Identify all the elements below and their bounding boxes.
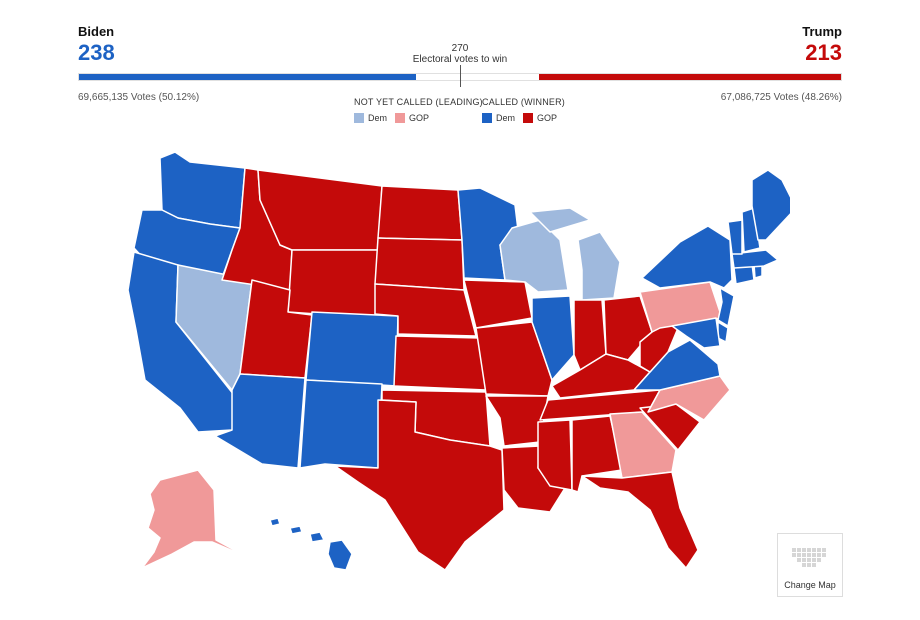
state-WI[interactable] <box>499 219 569 293</box>
legend-called: CALLED (WINNER) Dem GOP <box>482 97 565 123</box>
state-MO[interactable] <box>475 321 553 397</box>
dem-bar-fill <box>79 74 417 80</box>
trump-name: Trump <box>802 24 842 39</box>
trump-electoral-votes: 213 <box>805 40 842 65</box>
state-HI[interactable] <box>269 517 353 571</box>
state-KY[interactable] <box>551 353 651 399</box>
change-map-button[interactable]: Change Map <box>777 533 843 597</box>
map-grid-icon <box>792 548 826 567</box>
state-SD[interactable] <box>374 237 465 291</box>
dem-called-swatch <box>482 113 492 123</box>
state-AZ[interactable] <box>214 373 306 469</box>
state-NY[interactable] <box>641 225 733 289</box>
trump-summary: Trump 213 <box>802 24 842 66</box>
state-IL[interactable] <box>531 295 575 381</box>
state-KS[interactable] <box>393 335 487 391</box>
state-AK[interactable] <box>141 469 257 569</box>
state-FL[interactable] <box>581 471 699 569</box>
state-ND[interactable] <box>377 185 463 241</box>
state-AR[interactable] <box>485 395 549 447</box>
gop-bar-fill <box>539 74 841 80</box>
trump-popular-votes: 67,086,725 Votes (48.26%) <box>720 92 842 103</box>
change-map-label: Change Map <box>784 580 836 590</box>
win-threshold: 270 Electoral votes to win <box>390 43 530 65</box>
state-NM[interactable] <box>299 379 383 469</box>
legend-not-called-header: NOT YET CALLED (LEADING) <box>354 97 483 107</box>
state-TX[interactable] <box>334 399 505 571</box>
biden-summary: Biden 238 <box>78 24 115 66</box>
threshold-value: 270 <box>451 43 469 54</box>
gop-called-swatch <box>523 113 534 123</box>
state-ME[interactable] <box>751 169 790 241</box>
legend-not-called: NOT YET CALLED (LEADING) Dem GOP <box>354 97 483 123</box>
state-VT[interactable] <box>727 219 743 255</box>
state-MA[interactable] <box>731 249 779 269</box>
legend-called-header: CALLED (WINNER) <box>482 97 566 107</box>
state-CO[interactable] <box>305 311 399 387</box>
state-MT[interactable] <box>257 169 383 251</box>
threshold-label: Electoral votes to win <box>412 54 508 65</box>
state-NJ[interactable] <box>717 287 735 327</box>
biden-popular-votes: 69,665,135 Votes (50.12%) <box>78 92 200 103</box>
state-IA[interactable] <box>463 279 533 329</box>
dem-called-label: Dem <box>496 113 516 123</box>
biden-name: Biden <box>78 24 115 39</box>
gop-leading-swatch <box>395 113 406 123</box>
us-electoral-map[interactable] <box>120 150 790 580</box>
threshold-marker <box>460 65 461 87</box>
state-WY[interactable] <box>287 249 379 319</box>
gop-called-label: GOP <box>537 113 558 123</box>
state-NE[interactable] <box>374 283 477 337</box>
state-MI[interactable] <box>529 207 621 301</box>
state-GA[interactable] <box>609 411 677 479</box>
biden-electoral-votes: 238 <box>78 40 115 65</box>
state-MS[interactable] <box>537 419 573 491</box>
dem-leading-swatch <box>354 113 364 123</box>
state-MD[interactable] <box>671 317 721 349</box>
dem-leading-label: Dem <box>368 113 388 123</box>
gop-leading-label: GOP <box>409 113 430 123</box>
